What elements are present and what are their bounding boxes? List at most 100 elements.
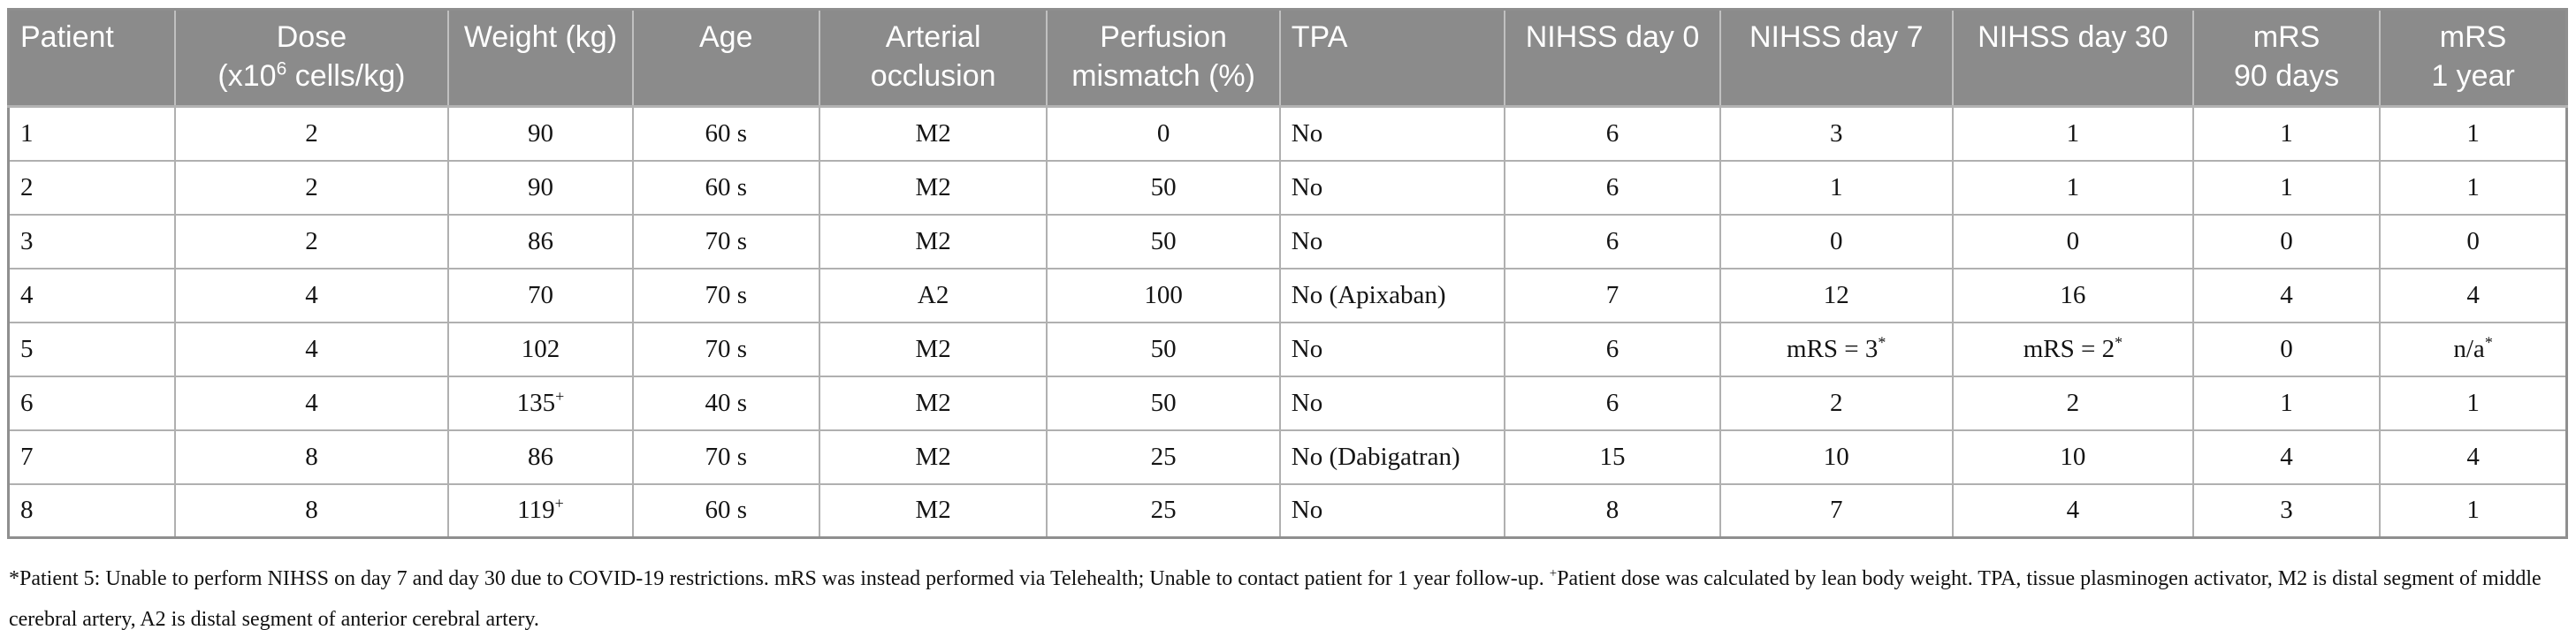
cell-nihss-day-7: 10 (1719, 429, 1954, 485)
cell-dose: 2 (173, 213, 450, 269)
cell-patient: 6 (7, 375, 176, 431)
cell-age: 70 s (631, 213, 820, 269)
column-header-nihss-day-0: NIHSS day 0 (1504, 8, 1721, 108)
table-row: 8 8 119+ 60 s M2 25 No 8 7 4 3 1 (7, 482, 2568, 539)
cell-tpa: No (1278, 159, 1506, 216)
cell-weight-kg: 86 (447, 213, 634, 269)
cell-tpa: No (1278, 375, 1506, 431)
cell-nihss-day-30: 10 (1951, 429, 2194, 485)
cell-mrs-90-days: 3 (2191, 482, 2382, 539)
cell-dose: 4 (173, 267, 450, 323)
column-header-arterial-occlusion: Arterial occlusion (818, 8, 1048, 108)
cell-patient: 8 (7, 482, 176, 539)
cell-nihss-day-0: 15 (1504, 429, 1721, 485)
cell-mrs-1-year: n/a* (2379, 321, 2568, 377)
cell-dose: 8 (173, 482, 450, 539)
cell-mrs-90-days: 4 (2191, 267, 2382, 323)
cell-age: 40 s (631, 375, 820, 431)
cell-nihss-day-7: mRS = 3* (1719, 321, 1954, 377)
cell-dose: 2 (173, 159, 450, 216)
cell-perfusion-mismatch: 50 (1046, 375, 1281, 431)
cell-nihss-day-30: 1 (1951, 105, 2194, 162)
header-row: Patient Dose (x106 cells/kg) Weight (kg) Age… (7, 8, 2568, 108)
cell-age: 60 s (631, 482, 820, 539)
column-header-weight-kg: Weight (kg) (447, 8, 634, 108)
table-row: 4 4 70 70 s A2 100 No (Apixaban) 7 12 16 4 4 (7, 267, 2568, 323)
cell-age: 70 s (631, 267, 820, 323)
cell-perfusion-mismatch: 50 (1046, 159, 1281, 216)
table-row: 7 8 86 70 s M2 25 No (Dabigatran) 15 10 10 4 4 (7, 429, 2568, 485)
cell-dose: 4 (173, 321, 450, 377)
cell-arterial-occlusion: M2 (818, 213, 1048, 269)
cell-nihss-day-0: 6 (1504, 105, 1721, 162)
cell-perfusion-mismatch: 50 (1046, 213, 1281, 269)
table-row: 1 2 90 60 s M2 0 No 6 3 1 1 1 (7, 105, 2568, 162)
cell-arterial-occlusion: M2 (818, 159, 1048, 216)
patient-outcomes-table: Patient Dose (x106 cells/kg) Weight (kg) Age… (7, 8, 2568, 539)
cell-mrs-1-year: 4 (2379, 267, 2568, 323)
cell-patient: 4 (7, 267, 176, 323)
column-header-age: Age (631, 8, 820, 108)
cell-dose: 4 (173, 375, 450, 431)
cell-mrs-1-year: 1 (2379, 375, 2568, 431)
cell-perfusion-mismatch: 25 (1046, 429, 1281, 485)
cell-arterial-occlusion: A2 (818, 267, 1048, 323)
cell-dose: 2 (173, 105, 450, 162)
cell-nihss-day-0: 6 (1504, 159, 1721, 216)
cell-weight-kg: 90 (447, 105, 634, 162)
column-header-nihss-day-7: NIHSS day 7 (1719, 8, 1954, 108)
column-header-mrs-90-days: mRS 90 days (2191, 8, 2382, 108)
cell-mrs-1-year: 0 (2379, 213, 2568, 269)
cell-nihss-day-7: 7 (1719, 482, 1954, 539)
column-header-nihss-day-30: NIHSS day 30 (1951, 8, 2194, 108)
cell-mrs-1-year: 4 (2379, 429, 2568, 485)
table-footnote: *Patient 5: Unable to perform NIHSS on d… (9, 566, 2542, 630)
cell-mrs-90-days: 4 (2191, 429, 2382, 485)
cell-nihss-day-30: 1 (1951, 159, 2194, 216)
cell-weight-kg: 119+ (447, 482, 634, 539)
cell-patient: 2 (7, 159, 176, 216)
cell-age: 60 s (631, 159, 820, 216)
cell-patient: 5 (7, 321, 176, 377)
cell-perfusion-mismatch: 50 (1046, 321, 1281, 377)
cell-tpa: No (Apixaban) (1278, 267, 1506, 323)
column-header-dose: Dose (x106 cells/kg) (173, 8, 450, 108)
cell-nihss-day-0: 7 (1504, 267, 1721, 323)
cell-age: 70 s (631, 429, 820, 485)
cell-mrs-1-year: 1 (2379, 159, 2568, 216)
cell-nihss-day-30: 0 (1951, 213, 2194, 269)
table-row: 6 4 135+ 40 s M2 50 No 6 2 2 1 1 (7, 375, 2568, 431)
cell-patient: 7 (7, 429, 176, 485)
cell-tpa: No (1278, 213, 1506, 269)
cell-nihss-day-0: 6 (1504, 375, 1721, 431)
table-row: 3 2 86 70 s M2 50 No 6 0 0 0 0 (7, 213, 2568, 269)
cell-nihss-day-0: 6 (1504, 321, 1721, 377)
cell-perfusion-mismatch: 100 (1046, 267, 1281, 323)
cell-weight-kg: 102 (447, 321, 634, 377)
table-body: 1 2 90 60 s M2 0 No 6 3 1 1 1 2 2 90 60 s M2 50 No 6 1 1 1 1 3 2 8… (7, 105, 2568, 539)
cell-age: 70 s (631, 321, 820, 377)
cell-mrs-90-days: 1 (2191, 105, 2382, 162)
column-header-patient: Patient (7, 8, 176, 108)
cell-nihss-day-30: 16 (1951, 267, 2194, 323)
cell-dose: 8 (173, 429, 450, 485)
cell-nihss-day-7: 0 (1719, 213, 1954, 269)
column-header-tpa: TPA (1278, 8, 1506, 108)
cell-mrs-90-days: 1 (2191, 159, 2382, 216)
table-row: 5 4 102 70 s M2 50 No 6 mRS = 3* mRS = 2* 0 n/a* (7, 321, 2568, 377)
cell-arterial-occlusion: M2 (818, 321, 1048, 377)
cell-tpa: No (1278, 321, 1506, 377)
cell-arterial-occlusion: M2 (818, 482, 1048, 539)
cell-weight-kg: 70 (447, 267, 634, 323)
cell-nihss-day-7: 12 (1719, 267, 1954, 323)
table-header: Patient Dose (x106 cells/kg) Weight (kg) Age… (7, 8, 2568, 108)
cell-nihss-day-30: 2 (1951, 375, 2194, 431)
cell-nihss-day-30: 4 (1951, 482, 2194, 539)
cell-patient: 1 (7, 105, 176, 162)
cell-tpa: No (1278, 105, 1506, 162)
cell-perfusion-mismatch: 25 (1046, 482, 1281, 539)
table-row: 2 2 90 60 s M2 50 No 6 1 1 1 1 (7, 159, 2568, 216)
cell-tpa: No (1278, 482, 1506, 539)
cell-weight-kg: 90 (447, 159, 634, 216)
